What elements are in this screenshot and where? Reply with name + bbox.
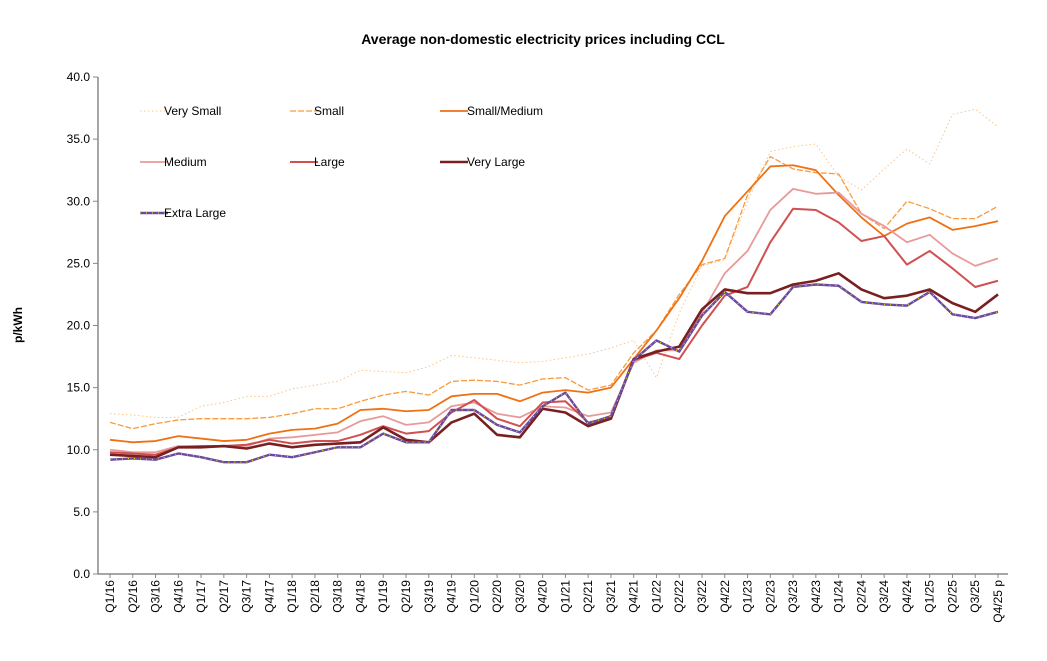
legend-label: Extra Large xyxy=(164,206,226,220)
x-tick-label: Q1/23 xyxy=(741,580,755,613)
x-tick-label: Q1/20 xyxy=(467,580,481,613)
y-tick-label: 10.0 xyxy=(67,443,91,457)
x-tick-label: Q2/22 xyxy=(672,580,686,613)
x-tick-label: Q1/25 xyxy=(923,580,937,613)
legend-label: Small xyxy=(314,104,344,118)
axes: 0.0 5.0 10.0 15.0 20.0 25.0 30.0 35.0 40.0 Q1/16 Q… xyxy=(67,70,1008,623)
legend-label: Medium xyxy=(164,155,207,169)
series-group xyxy=(109,108,999,464)
x-tick-label: Q2/25 xyxy=(945,580,959,613)
series-line-very-large xyxy=(109,272,999,459)
series-line-small-medium xyxy=(109,164,999,444)
x-tick-label: Q2/19 xyxy=(399,580,413,613)
x-tick-label: Q4/23 xyxy=(809,580,823,613)
x-tick-label: Q2/20 xyxy=(490,580,504,613)
x-tick-label: Q3/23 xyxy=(786,580,800,613)
y-tick-label: 15.0 xyxy=(67,381,91,395)
x-tick-label: Q3/25 xyxy=(968,580,982,613)
x-tick-label: Q1/19 xyxy=(376,580,390,613)
series-line-very-small xyxy=(109,108,999,418)
y-tick-label: 5.0 xyxy=(73,505,90,519)
y-tick-label: 30.0 xyxy=(67,194,91,208)
x-tick-label: Q4/22 xyxy=(718,580,732,613)
x-tick-label: Q3/22 xyxy=(695,580,709,613)
x-tick-label: Q1/24 xyxy=(832,580,846,613)
legend-label: Very Small xyxy=(164,104,221,118)
x-tick-label: Q2/23 xyxy=(763,580,777,613)
chart-title: Average non-domestic electricity prices … xyxy=(361,31,725,47)
x-tick-label: Q4/16 xyxy=(171,580,185,613)
series-line-small xyxy=(109,155,999,430)
y-axis-label: p/kWh xyxy=(11,307,25,343)
x-tick-label: Q3/17 xyxy=(240,580,254,613)
x-tick-label: Q4/25 p xyxy=(991,580,1005,623)
x-tick-label: Q2/24 xyxy=(854,580,868,613)
y-tick-label: 35.0 xyxy=(67,132,91,146)
series-line-extra-large xyxy=(109,283,999,464)
x-tick-label: Q1/21 xyxy=(558,580,572,613)
legend-label: Very Large xyxy=(467,155,525,169)
series-line-extra-large-dots xyxy=(109,283,999,463)
series-line-large xyxy=(109,207,999,456)
x-tick-label: Q2/18 xyxy=(308,580,322,613)
x-tick-label: Q1/22 xyxy=(649,580,663,613)
legend-label: Large xyxy=(314,155,345,169)
x-tick-label: Q4/24 xyxy=(900,580,914,613)
legend: Very Small Small Small/Medium Medium Large Ve… xyxy=(140,104,543,220)
y-tick-label: 0.0 xyxy=(73,567,90,581)
x-tick-label: Q1/18 xyxy=(285,580,299,613)
legend-label: Small/Medium xyxy=(467,104,543,118)
x-tick-label: Q2/21 xyxy=(581,580,595,613)
x-tick-label: Q3/24 xyxy=(877,580,891,613)
x-tick-label: Q2/16 xyxy=(126,580,140,613)
x-tick-label: Q4/17 xyxy=(262,580,276,613)
x-tick-label: Q1/17 xyxy=(194,580,208,613)
series-line-medium xyxy=(109,187,999,454)
x-tick-label: Q3/19 xyxy=(422,580,436,613)
x-tick-label: Q3/16 xyxy=(149,580,163,613)
x-tick-label: Q4/21 xyxy=(627,580,641,613)
y-tick-label: 25.0 xyxy=(67,256,91,270)
y-tick-label: 20.0 xyxy=(67,319,91,333)
x-tick-label: Q3/18 xyxy=(331,580,345,613)
x-tick-label: Q4/18 xyxy=(353,580,367,613)
x-tick-label: Q3/21 xyxy=(604,580,618,613)
y-tick-label: 40.0 xyxy=(67,70,91,84)
x-tick-label: Q4/20 xyxy=(536,580,550,613)
x-tick-label: Q2/17 xyxy=(217,580,231,613)
x-tick-label: Q1/16 xyxy=(103,580,117,613)
x-tick-label: Q4/19 xyxy=(445,580,459,613)
x-tick-label: Q3/20 xyxy=(513,580,527,613)
